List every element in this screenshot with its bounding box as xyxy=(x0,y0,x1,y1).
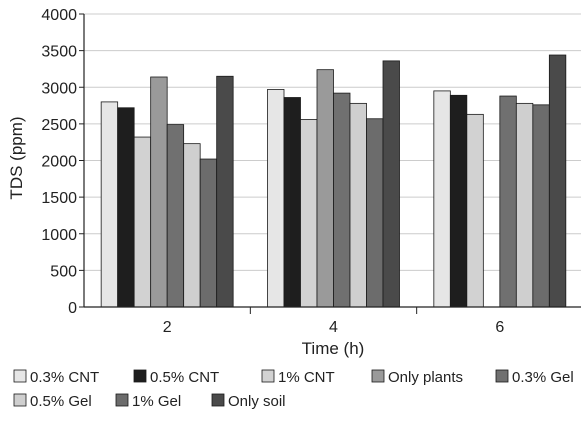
legend-label: 0.5% CNT xyxy=(150,369,219,386)
bar xyxy=(366,118,384,308)
y-tick-label: 1000 xyxy=(41,227,77,244)
legend-swatch xyxy=(261,369,275,383)
legend-swatch xyxy=(133,369,147,383)
y-tick-label: 1500 xyxy=(41,190,77,207)
y-tick-label: 4000 xyxy=(41,7,77,24)
legend: 0.3% CNT 0.5% CNT 1% CNT Only plants 0.3% Ge… xyxy=(13,369,574,410)
bar xyxy=(117,107,135,308)
bar xyxy=(166,124,185,308)
bar xyxy=(183,143,201,308)
bar xyxy=(100,101,119,308)
bar xyxy=(515,102,534,308)
legend-swatch xyxy=(211,393,225,407)
x-tick-label: 6 xyxy=(495,319,504,336)
bar xyxy=(216,75,234,308)
y-tick-label: 3000 xyxy=(41,80,77,97)
y-tick-label: 2000 xyxy=(41,154,77,171)
bar xyxy=(349,102,367,308)
y-tick-label: 3500 xyxy=(41,44,77,61)
bar xyxy=(548,54,567,308)
legend-label: 0.5% Gel xyxy=(30,393,92,410)
bar xyxy=(382,60,400,308)
legend-label: 0.3% CNT xyxy=(30,369,99,386)
bar xyxy=(532,104,550,308)
legend-swatch xyxy=(495,369,509,383)
bar xyxy=(449,94,468,308)
x-tick-label: 4 xyxy=(329,319,338,336)
bar xyxy=(133,136,152,308)
bar xyxy=(333,92,351,308)
legend-label: Only plants xyxy=(388,369,463,386)
bar xyxy=(433,90,451,308)
legend-swatch xyxy=(115,393,129,407)
y-tick-labels: 0 500 1000 1500 2000 2500 3000 3500 4000 xyxy=(41,7,77,317)
y-tick-label: 2500 xyxy=(41,117,77,134)
bar xyxy=(150,76,168,308)
legend-label: 0.3% Gel xyxy=(512,369,574,386)
bar xyxy=(283,97,301,308)
axes xyxy=(79,13,581,314)
bar xyxy=(316,69,334,308)
legend-swatch xyxy=(13,393,27,407)
y-axis-title: TDS (ppm) xyxy=(7,116,26,199)
bar xyxy=(300,119,318,308)
bars xyxy=(100,54,567,308)
legend-swatch xyxy=(371,369,385,383)
y-tick-label: 0 xyxy=(68,300,77,317)
bar xyxy=(466,113,484,308)
legend-label: 1% CNT xyxy=(278,369,335,386)
x-tick-label: 2 xyxy=(163,319,172,336)
legend-label: Only soil xyxy=(228,393,286,410)
legend-label: 1% Gel xyxy=(132,393,181,410)
y-tick-label: 500 xyxy=(50,263,77,280)
x-tick-labels: 2 4 6 xyxy=(163,319,505,336)
x-axis-title: Time (h) xyxy=(302,339,365,358)
bar xyxy=(199,158,218,308)
bar xyxy=(267,89,285,308)
bar xyxy=(499,95,517,308)
legend-swatch xyxy=(13,369,27,383)
